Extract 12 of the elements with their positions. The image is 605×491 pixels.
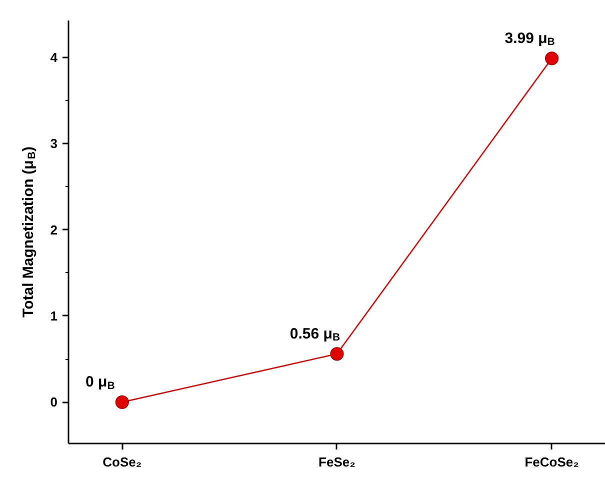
x-tick-label: FeSe₂ — [318, 454, 356, 470]
point — [115, 395, 129, 409]
y-tick-label: 4 — [50, 50, 58, 66]
point — [544, 52, 559, 66]
y-tick-label: 1 — [50, 308, 58, 324]
y-tick-label: 0 — [50, 394, 58, 410]
x-tick-label: CoSe₂ — [102, 454, 142, 470]
y-tick-label: 2 — [50, 222, 58, 238]
x-tick-label: FeCoSe₂ — [524, 454, 580, 470]
y-axis-title: Total Magnetization (μB) — [20, 146, 38, 318]
y-tick-label: 3 — [50, 136, 58, 152]
point — [330, 347, 344, 361]
